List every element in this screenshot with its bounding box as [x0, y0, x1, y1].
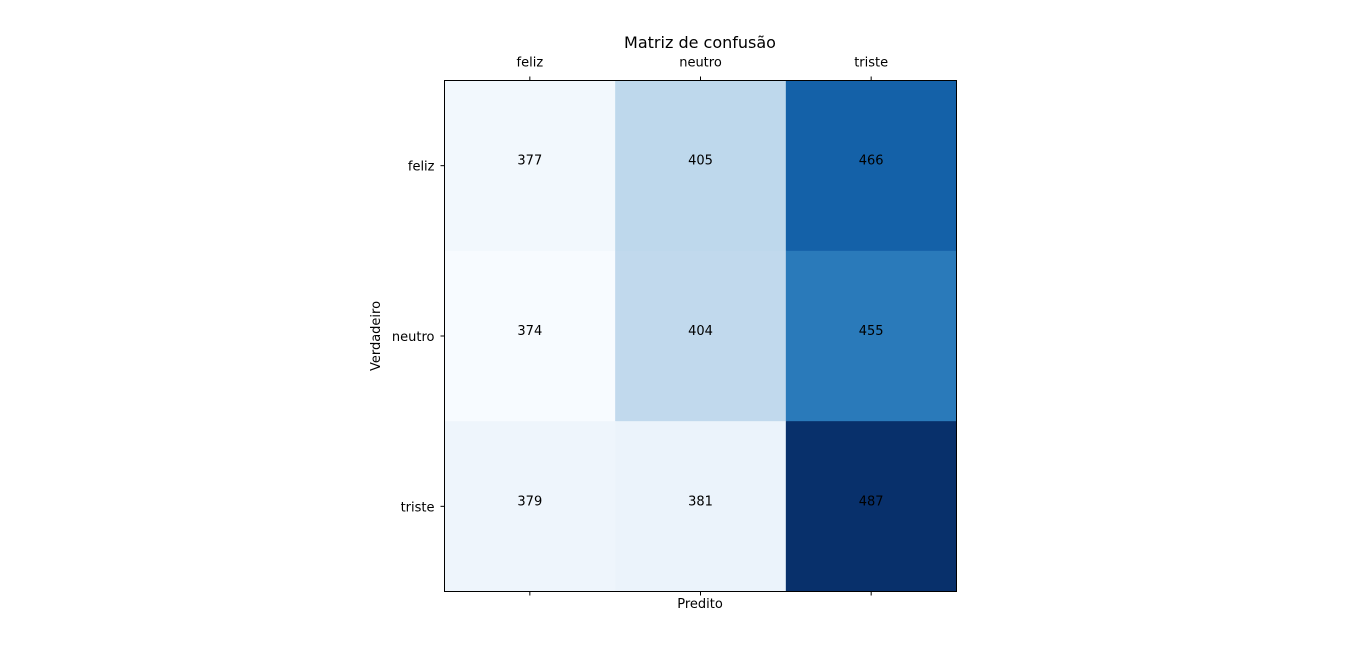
- y-axis-ticks: feliz neutro triste: [392, 160, 445, 515]
- cell-value-label: 405: [688, 154, 713, 169]
- cell-value-label: 374: [517, 324, 542, 339]
- x-axis-top-ticks: feliz neutro triste: [517, 56, 888, 81]
- heatmap-cell-r2-c0: [444, 421, 616, 592]
- cell-value-label: 381: [688, 494, 713, 509]
- cell-value-label: 455: [859, 324, 884, 339]
- heatmap-cell-r0-c2: [785, 80, 957, 252]
- y-tick-label-neutro: neutro: [392, 330, 435, 345]
- cell-value-label: 404: [688, 324, 713, 339]
- x-tick-label-feliz: feliz: [517, 56, 544, 71]
- y-tick-label-feliz: feliz: [408, 160, 435, 175]
- heatmap-cell-r1-c1: [615, 250, 787, 422]
- heatmap-cell-r1-c0: [444, 250, 616, 422]
- heatmap-cell-r1-c2: [785, 250, 957, 422]
- heatmap-cell-r0-c1: [615, 80, 787, 252]
- heatmap-cell-r2-c1: [615, 421, 787, 592]
- heatmap-cells: [444, 80, 957, 592]
- y-axis-label: Verdadeiro: [369, 301, 384, 371]
- x-tick-label-triste: triste: [854, 56, 888, 71]
- x-axis-bottom-ticks: [529, 591, 872, 596]
- heatmap-cell-r2-c2: [785, 421, 957, 592]
- chart-title: Matriz de confusão: [624, 33, 776, 52]
- cell-value-label: 377: [517, 154, 542, 169]
- cell-value-label: 379: [517, 494, 542, 509]
- y-tick-label-triste: triste: [401, 500, 435, 515]
- x-axis-label: Predito: [677, 597, 723, 612]
- cell-value-label: 487: [859, 494, 884, 509]
- x-tick-label-neutro: neutro: [679, 56, 722, 71]
- cell-value-label: 466: [859, 154, 884, 169]
- heatmap-cell-r0-c0: [444, 80, 616, 252]
- heatmap-cell-labels: 377 405 466 374 404 455 379 381 487: [517, 154, 883, 510]
